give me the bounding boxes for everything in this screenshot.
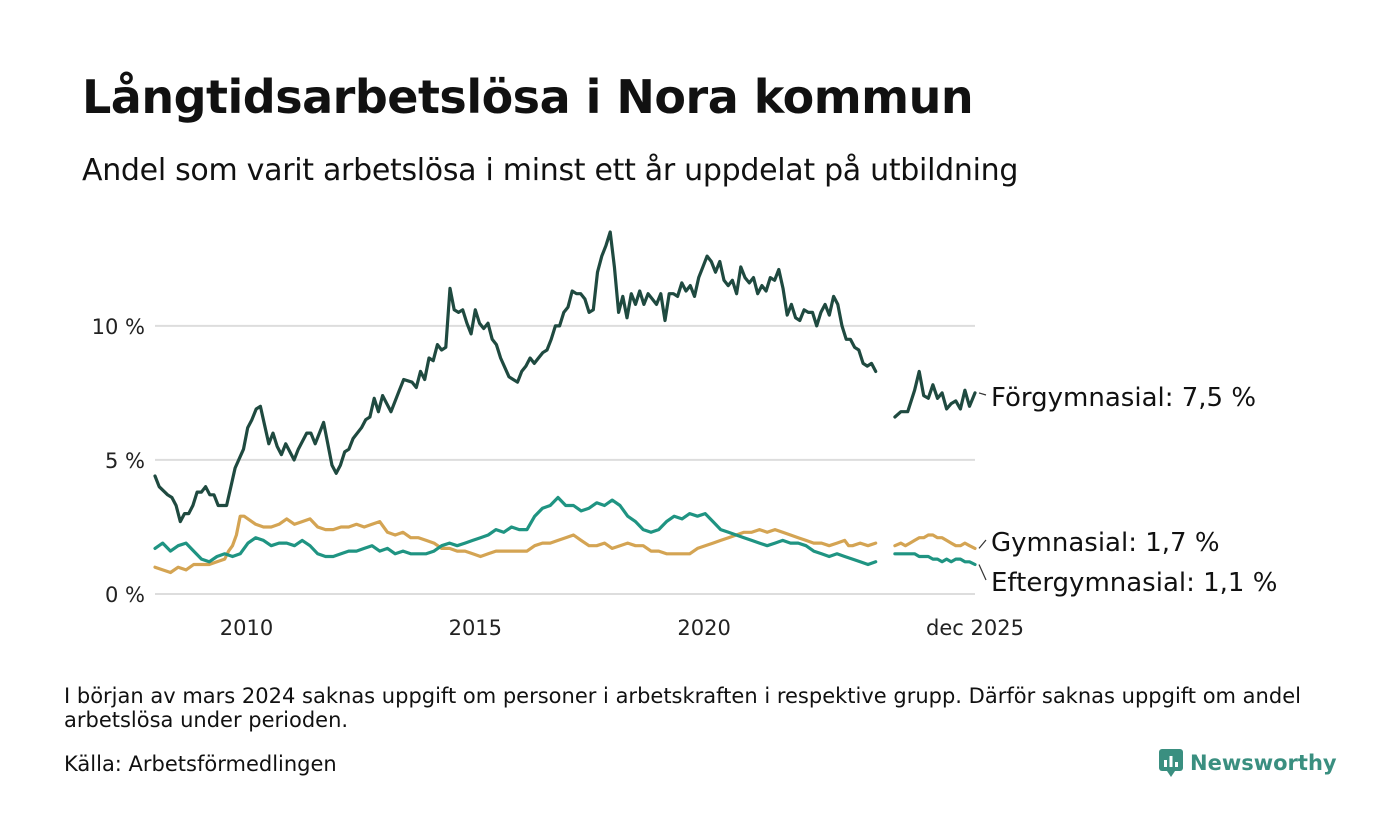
- series-line-eftergymnasial: [153, 495, 878, 567]
- footnote: I början av mars 2024 saknas uppgift om …: [64, 684, 1301, 732]
- x-tick-label: 2015: [449, 616, 502, 640]
- label-connector: [978, 392, 987, 396]
- chart-title: Långtidsarbetslösa i Nora kommun: [82, 70, 974, 124]
- series-end-labels: Förgymnasial: 7,5 % Gymnasial: 1,7 % Efter…: [978, 383, 1277, 598]
- series-line-tail-forgymnasial: [893, 369, 977, 419]
- newsworthy-logo-icon: [1159, 749, 1183, 777]
- label-connector: [978, 539, 987, 549]
- x-tick-label: dec 2025: [926, 616, 1024, 640]
- y-tick-label: 5 %: [105, 449, 145, 473]
- series-line-gymnasial: [153, 514, 878, 575]
- source-credit: Källa: Arbetsförmedlingen: [64, 752, 337, 776]
- brand-name: Newsworthy: [1190, 751, 1337, 775]
- series-line-tail-eftergymnasial: [893, 552, 977, 567]
- series-end-label-forgymnasial: Förgymnasial: 7,5 %: [991, 383, 1256, 413]
- brand-logo[interactable]: Newsworthy: [1158, 748, 1337, 778]
- x-axis-labels: 2010 2015 2020 dec 2025: [220, 616, 1024, 640]
- series-end-label-gymnasial: Gymnasial: 1,7 %: [991, 528, 1220, 558]
- series-line-forgymnasial: [153, 230, 878, 524]
- chart-subtitle: Andel som varit arbetslösa i minst ett å…: [82, 153, 1019, 188]
- series-lines: [153, 230, 977, 575]
- y-axis-labels: 0 % 5 % 10 %: [92, 315, 145, 607]
- x-tick-label: 2010: [220, 616, 273, 640]
- label-connector: [978, 564, 987, 581]
- series-end-label-eftergymnasial: Eftergymnasial: 1,1 %: [991, 568, 1277, 598]
- series-line-tail-gymnasial: [893, 533, 977, 550]
- y-tick-label: 10 %: [92, 315, 145, 339]
- y-tick-label: 0 %: [105, 583, 145, 607]
- x-tick-label: 2020: [677, 616, 730, 640]
- line-chart: 0 % 5 % 10 % 2010 2015 2020 dec 2025 Förgymna…: [92, 230, 1277, 640]
- grid-lines: [155, 324, 975, 595]
